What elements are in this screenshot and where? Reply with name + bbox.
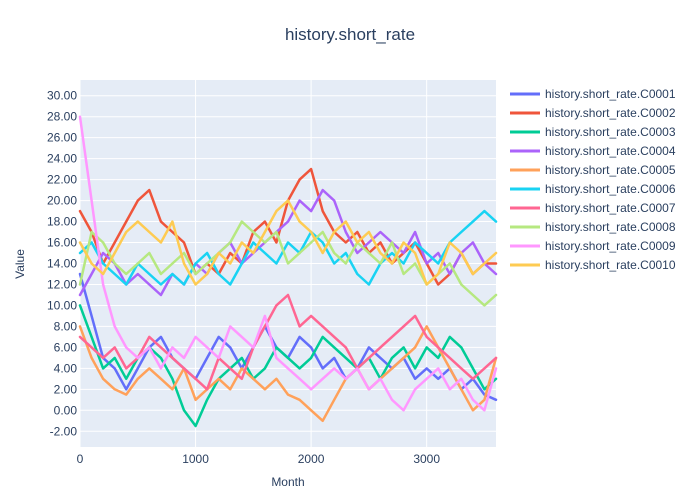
- y-tick-label: 16.00: [47, 236, 77, 250]
- legend-label: history.short_rate.C0005: [545, 163, 676, 177]
- y-tick-label: 12.00: [47, 277, 77, 291]
- legend-label: history.short_rate.C0007: [545, 201, 676, 215]
- series-line: [78, 325, 498, 423]
- series-lines: [78, 115, 498, 428]
- legend-item[interactable]: history.short_rate.C0008: [510, 220, 676, 234]
- legend-item[interactable]: history.short_rate.C0003: [510, 125, 676, 139]
- legend[interactable]: history.short_rate.C0001 history.short_ra…: [510, 87, 676, 272]
- y-tick-label: 14.00: [47, 257, 77, 271]
- legend-label: history.short_rate.C0008: [545, 220, 676, 234]
- x-tick-label: 2000: [298, 452, 325, 466]
- legend-label: history.short_rate.C0009: [545, 239, 676, 253]
- series-line: [78, 199, 498, 286]
- legend-label: history.short_rate.C0001: [545, 87, 676, 101]
- y-tick-label: 10.00: [47, 298, 77, 312]
- x-tick-label: 3000: [413, 452, 440, 466]
- y-tick-label: 6.00: [54, 340, 78, 354]
- legend-item[interactable]: history.short_rate.C0006: [510, 182, 676, 196]
- legend-label: history.short_rate.C0004: [545, 144, 676, 158]
- series-line: [78, 209, 498, 286]
- y-axis: -2.00 0.00 2.00 4.00 6.00 8.00 10.00 12.00 14.00…: [47, 89, 77, 439]
- legend-item[interactable]: history.short_rate.C0010: [510, 258, 676, 272]
- y-tick-label: 22.00: [47, 173, 77, 187]
- y-tick-label: 4.00: [54, 361, 78, 375]
- legend-item[interactable]: history.short_rate.C0009: [510, 239, 676, 253]
- legend-item[interactable]: history.short_rate.C0004: [510, 144, 676, 158]
- legend-label: history.short_rate.C0006: [545, 182, 676, 196]
- legend-item[interactable]: history.short_rate.C0001: [510, 87, 676, 101]
- x-axis-title: Month: [271, 475, 304, 489]
- y-tick-label: 2.00: [54, 382, 78, 396]
- y-tick-label: 30.00: [47, 89, 77, 103]
- y-tick-label: 0.00: [54, 403, 78, 417]
- legend-item[interactable]: history.short_rate.C0007: [510, 201, 676, 215]
- series-line: [78, 188, 498, 297]
- legend-item[interactable]: history.short_rate.C0002: [510, 106, 676, 120]
- x-tick-label: 0: [77, 452, 84, 466]
- chart-title: history.short_rate: [285, 25, 415, 44]
- y-tick-label: -2.00: [50, 424, 78, 438]
- legend-item[interactable]: history.short_rate.C0005: [510, 163, 676, 177]
- y-tick-label: 26.00: [47, 131, 77, 145]
- y-tick-label: 18.00: [47, 215, 77, 229]
- series-line: [78, 115, 498, 412]
- x-axis: 0 1000 2000 3000: [77, 452, 441, 466]
- legend-label: history.short_rate.C0010: [545, 258, 676, 272]
- x-tick-label: 1000: [182, 452, 209, 466]
- y-tick-label: 8.00: [54, 319, 78, 333]
- y-axis-title: Value: [13, 249, 27, 279]
- legend-label: history.short_rate.C0003: [545, 125, 676, 139]
- series-line: [78, 293, 498, 391]
- legend-label: history.short_rate.C0002: [545, 106, 676, 120]
- y-tick-label: 24.00: [47, 152, 77, 166]
- y-tick-label: 20.00: [47, 194, 77, 208]
- y-tick-label: 28.00: [47, 110, 77, 124]
